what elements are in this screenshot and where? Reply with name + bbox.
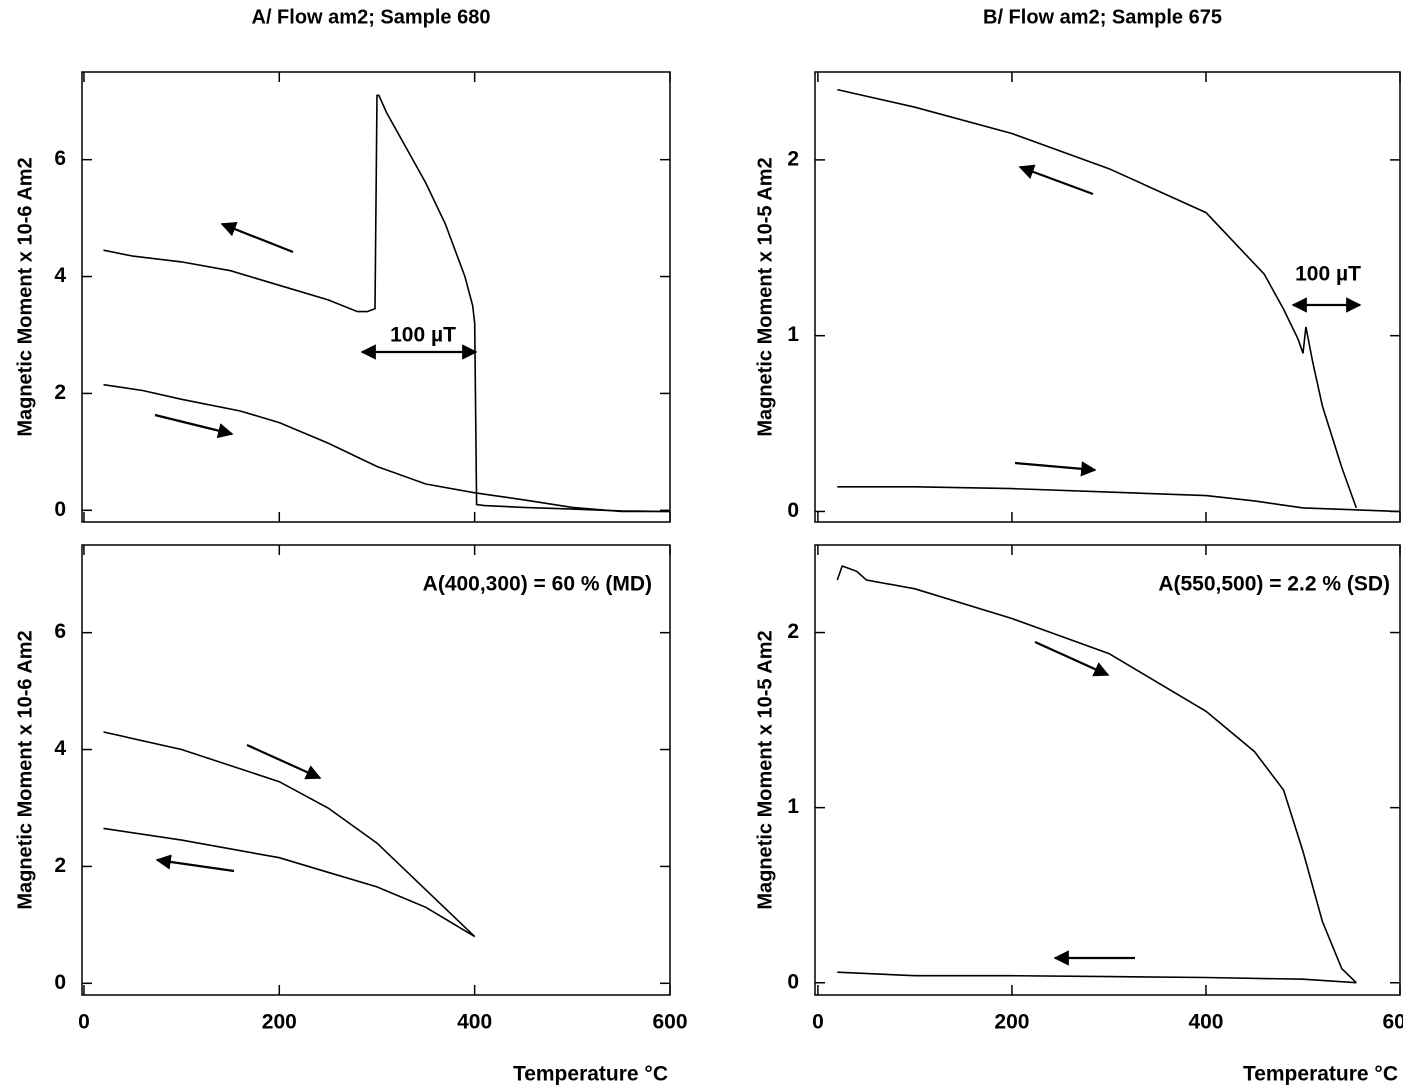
y-tick-label: 0	[787, 499, 799, 522]
x-tick-label: 400	[1188, 1011, 1223, 1034]
x-tick-label: 0	[812, 1011, 824, 1034]
y-tick-label: 4	[54, 737, 66, 760]
arrow	[1034, 640, 1110, 677]
x-tick-label: 0	[78, 1011, 90, 1034]
x-tick-label: 400	[457, 1011, 492, 1034]
y-tick-label: 0	[54, 498, 66, 521]
y-tick-label: 6	[54, 147, 66, 170]
plot-frame	[81, 71, 671, 523]
arrow	[1014, 461, 1097, 477]
arrow	[246, 743, 322, 780]
plot-frame	[814, 544, 1401, 996]
data-line	[103, 383, 670, 513]
y-axis-label: Magnetic Moment x 10-5 Am2	[754, 157, 776, 436]
y-tick-label: 2	[787, 620, 799, 643]
data-line	[837, 971, 1357, 984]
data-line	[837, 88, 1358, 509]
y-tick-label: 1	[787, 323, 799, 346]
arrows	[154, 164, 1362, 966]
y-tick-label: 0	[787, 970, 799, 993]
data-line	[103, 731, 476, 938]
y-axis-label: Magnetic Moment x 10-6 Am2	[14, 157, 36, 436]
y-tick-label: 1	[787, 795, 799, 818]
y-axis-label: Magnetic Moment x 10-6 Am2	[14, 630, 36, 909]
plot-frame	[814, 71, 1401, 523]
annotation: 100 µT	[1295, 263, 1361, 286]
y-tick-label: 4	[54, 264, 66, 287]
x-tick-label: 600	[652, 1011, 687, 1034]
x-axis-label: Temperature °C	[1243, 1063, 1398, 1086]
x-tick-label: 200	[262, 1011, 297, 1034]
arrow	[155, 854, 235, 873]
x-tick-label: 600	[1382, 1011, 1403, 1034]
y-tick-label: 2	[787, 147, 799, 170]
y-tick-label: 6	[54, 620, 66, 643]
x-axis-label: Temperature °C	[513, 1063, 668, 1086]
x-tick-label: 200	[994, 1011, 1029, 1034]
y-tick-label: 2	[54, 854, 66, 877]
arrow	[220, 221, 294, 254]
data-line	[103, 827, 476, 938]
data-line	[836, 564, 1357, 984]
y-tick-label: 0	[54, 971, 66, 994]
y-axis-label: Magnetic Moment x 10-5 Am2	[754, 630, 776, 909]
arrow	[154, 413, 234, 439]
annotation: A(550,500) = 2.2 % (SD)	[1158, 573, 1390, 596]
data-line	[103, 94, 671, 513]
arrow	[1018, 164, 1094, 196]
data-line	[837, 486, 1401, 513]
y-tick-label: 2	[54, 381, 66, 404]
annotation: A(400,300) = 60 % (MD)	[423, 573, 652, 596]
chart-title: B/ Flow am2; Sample 675	[983, 6, 1222, 28]
chart-title: A/ Flow am2; Sample 680	[252, 6, 491, 28]
annotation: 100 µT	[390, 324, 456, 347]
plot-frame	[81, 544, 671, 996]
